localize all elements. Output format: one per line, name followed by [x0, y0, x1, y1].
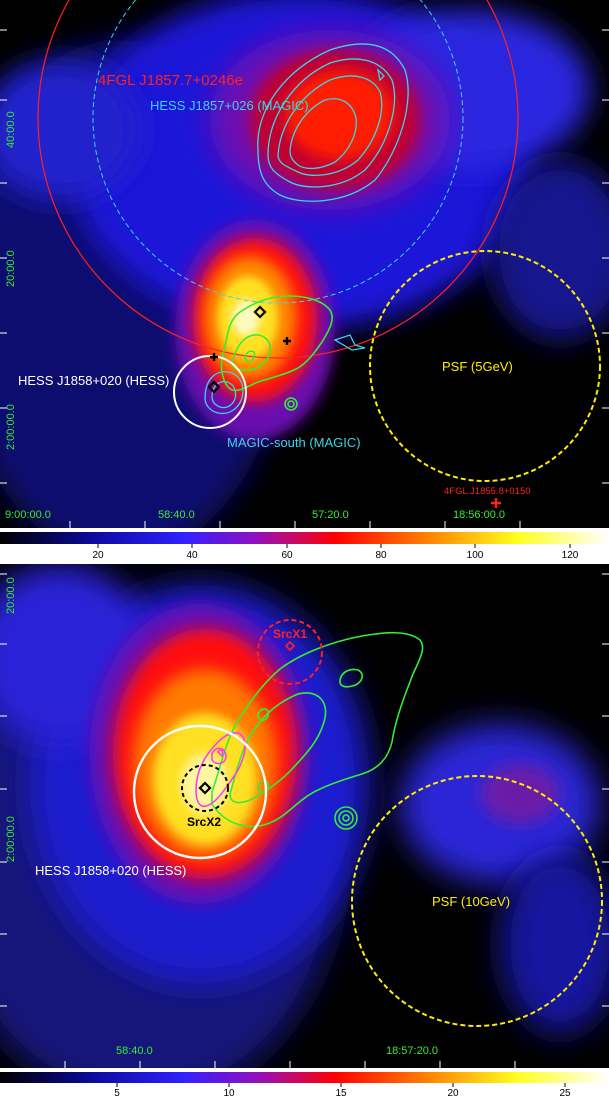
colorbar-gradient [0, 1072, 609, 1083]
ra-tick-label: 18:56:00.0 [453, 509, 505, 521]
colorbar-tick-label: 15 [335, 1088, 347, 1099]
srcx1-label: SrcX1 [273, 627, 307, 641]
srcx2-marker [198, 781, 212, 795]
bottom-map-panel: SrcX1 SrcX2 PSF (10GeV) HESS J1858+020 (… [0, 564, 609, 1068]
dec-tick-label: 2:00:00.0 [5, 404, 17, 450]
magic-contours [204, 43, 409, 415]
hess-magic-label: HESS J1857+026 (MAGIC) [150, 98, 309, 113]
hess-j1858-circle [132, 724, 268, 860]
top-colorbar: 20 40 60 80 100 120 [0, 528, 609, 562]
srcx1-marker [284, 640, 296, 652]
xray-contours [195, 732, 246, 808]
fgl-extension-circle [37, 0, 519, 359]
ra-tick-label: 18:57:20.0 [386, 1045, 438, 1057]
bottom-colorbar: 5 10 15 20 25 [0, 1068, 609, 1100]
colorbar-tick-label: 20 [92, 550, 104, 561]
radio-contours [220, 295, 333, 411]
bottom-axis-ticks [0, 573, 609, 1068]
psf-label: PSF (10GeV) [432, 894, 510, 909]
colorbar-tick-label: 60 [281, 550, 293, 561]
ra-tick-label: 58:40.0 [116, 1045, 153, 1057]
dec-tick-label: 2:00:00.0 [5, 816, 17, 862]
top-axis-ticks [0, 29, 609, 528]
colorbar-tick-label: 10 [223, 1088, 235, 1099]
srcx2-label: SrcX2 [187, 815, 221, 829]
hess-j1857-circle [92, 0, 464, 304]
colorbar-tick-label: 25 [559, 1088, 571, 1099]
colorbar-tick-label: 5 [114, 1088, 120, 1099]
colorbar-tick-label: 100 [467, 550, 484, 561]
dec-tick-label: 20:00.0 [5, 577, 17, 614]
top-map: 4FGL J1857.7+0246e HESS J1857+026 (MAGIC… [0, 0, 609, 528]
ra-tick-label: 57:20.0 [312, 509, 349, 521]
srcx1-circle [257, 619, 323, 685]
radio-contours [211, 631, 424, 830]
colorbar-gradient [0, 532, 609, 544]
psf-label: PSF (5GeV) [442, 359, 513, 374]
ra-tick-label: 58:40.0 [158, 509, 195, 521]
dec-tick-label: 20:00.0 [5, 250, 17, 287]
hess-j1858-label: HESS J1858+020 (HESS) [35, 863, 186, 878]
colorbar-tick-label: 120 [562, 550, 579, 561]
fgl-second-label: 4FGL J1855.8+0150 [444, 486, 531, 497]
dec-tick-label: 40:00.0 [5, 111, 17, 148]
colorbar-tick-label: 20 [447, 1088, 459, 1099]
psf-circle [369, 250, 601, 482]
ra-tick-label: 9:00:00.0 [5, 509, 51, 521]
psf-circle [351, 775, 603, 1027]
hess-j1858-label: HESS J1858+020 (HESS) [18, 373, 169, 388]
fgl-point-marker [491, 498, 501, 508]
fgl-main-label: 4FGL J1857.7+0246e [98, 72, 243, 89]
colorbar-tick-label: 40 [186, 550, 198, 561]
top-map-panel: 4FGL J1857.7+0246e HESS J1857+026 (MAGIC… [0, 0, 609, 528]
colorbar-tick-label: 80 [375, 550, 387, 561]
magic-south-label: MAGIC-south (MAGIC) [227, 435, 361, 450]
bottom-map: SrcX1 SrcX2 PSF (10GeV) HESS J1858+020 (… [0, 564, 609, 1068]
srcx2-circle [181, 764, 229, 812]
pulsar-markers [207, 305, 501, 508]
